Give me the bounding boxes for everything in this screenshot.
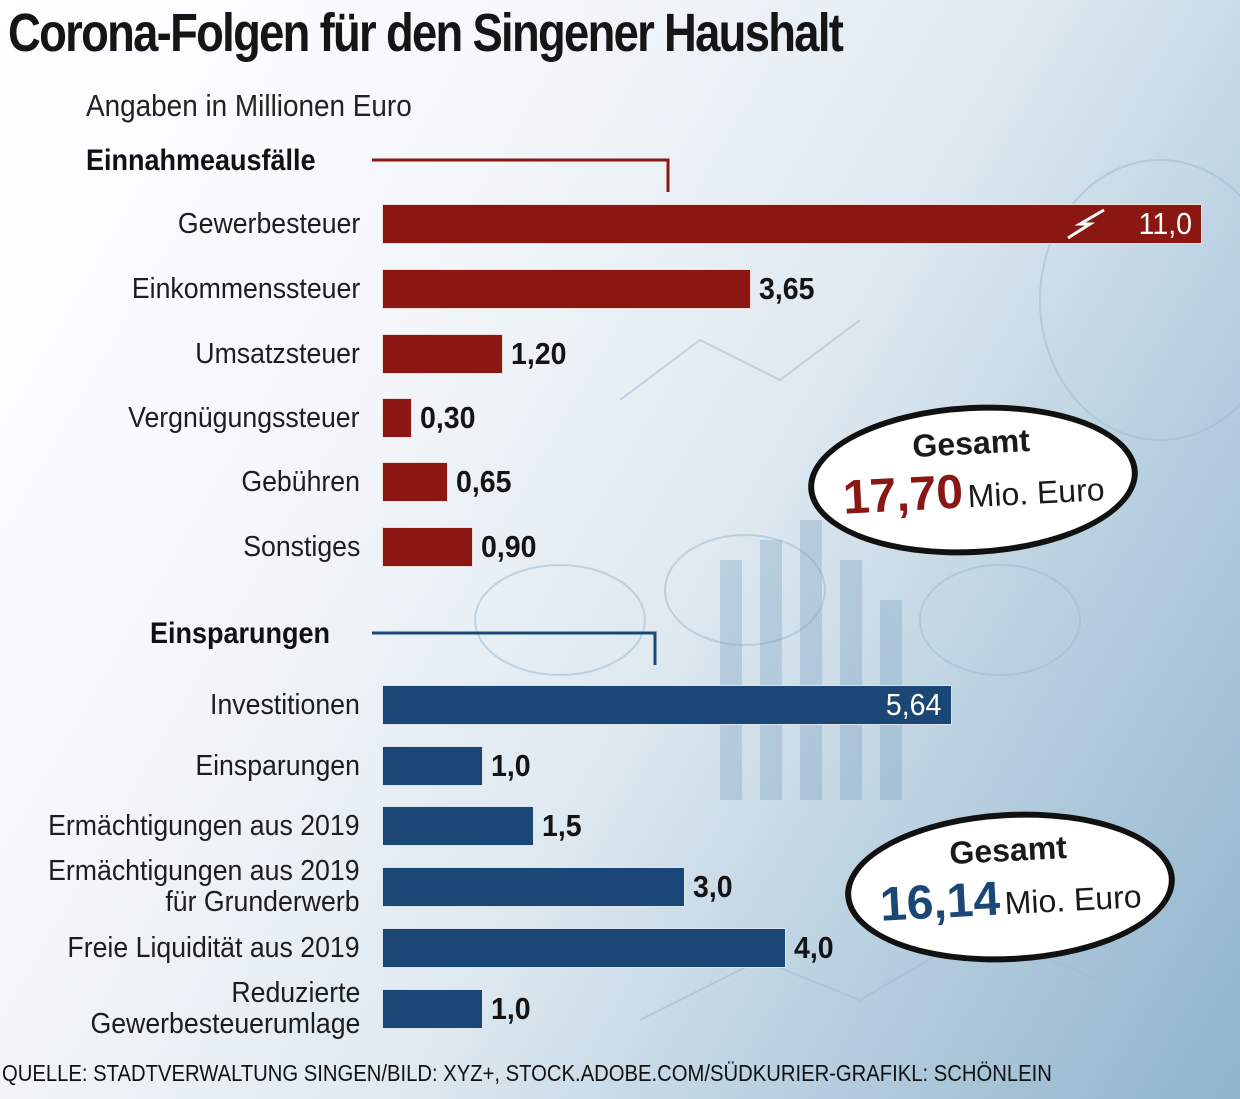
total-einnahme-value: 17,70	[841, 465, 965, 525]
data-label: 1,0	[491, 748, 531, 783]
category-label: Umsatzsteuer	[195, 337, 360, 370]
category-label: Freie Liquidität aus 2019	[67, 931, 360, 964]
data-label: 3,0	[693, 869, 733, 904]
source-credit: QUELLE: STADTVERWALTUNG SINGEN/BILD: XYZ…	[2, 1060, 1052, 1086]
data-label: 1,0	[491, 991, 531, 1026]
category-label: Investitionen	[210, 688, 360, 721]
category-label: Einkommenssteuer	[131, 272, 360, 305]
bar	[382, 685, 952, 725]
category-label: Vergnügungssteuer	[128, 401, 360, 434]
category-label: Ermächtigungen aus 2019	[48, 809, 360, 842]
section-title-einnahmeausfaelle: Einnahmeausfälle	[86, 144, 316, 177]
data-label: 4,0	[794, 930, 834, 965]
bar	[382, 462, 448, 502]
data-label: 0,65	[455, 464, 512, 499]
data-label: 0,30	[420, 400, 476, 435]
category-label: Einsparungen	[195, 749, 360, 782]
bar	[382, 867, 685, 907]
data-label: 3,65	[758, 271, 815, 306]
bar	[382, 204, 1202, 244]
bar	[382, 989, 483, 1029]
bar	[382, 806, 534, 846]
total-einspar-unit: Mio. Euro	[1003, 878, 1143, 922]
bar	[382, 928, 786, 968]
total-einspar-value: 16,14	[878, 872, 1002, 932]
bar	[382, 398, 413, 438]
section-title-einsparungen: Einsparungen	[150, 617, 331, 650]
category-label: Reduzierte Gewerbesteuerumlage	[90, 977, 360, 1040]
axis-break-icon	[1067, 208, 1105, 240]
total-einnahme-badge: Gesamt 17,70 Mio. Euro	[804, 396, 1142, 564]
bar	[382, 746, 483, 786]
data-label: 11,0	[1138, 206, 1192, 241]
category-label: Gewerbesteuer	[177, 207, 360, 240]
data-label: 0,90	[480, 529, 537, 564]
category-label: Ermächtigungen aus 2019 für Grunderwerb	[48, 855, 360, 918]
total-einspar-badge: Gesamt 16,14 Mio. Euro	[841, 803, 1179, 971]
connector-line-einspar	[372, 631, 657, 665]
data-label: 1,20	[511, 336, 567, 371]
connector-line-einnahme	[372, 158, 670, 192]
data-label: 1,5	[541, 808, 582, 843]
chart-subtitle: Angaben in Millionen Euro	[86, 88, 412, 123]
bar	[382, 269, 751, 309]
chart-title: Corona-Folgen für den Singener Haushalt	[8, 3, 844, 63]
bar	[382, 334, 504, 374]
total-einnahme-unit: Mio. Euro	[966, 471, 1106, 515]
data-label: 5,64	[886, 687, 942, 722]
bar	[382, 527, 473, 567]
category-label: Gebühren	[241, 465, 360, 498]
category-label: Sonstiges	[242, 530, 360, 563]
